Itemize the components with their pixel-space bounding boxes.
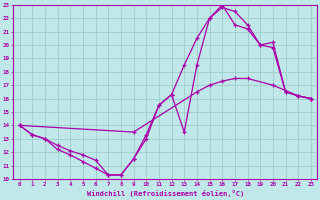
X-axis label: Windchill (Refroidissement éolien,°C): Windchill (Refroidissement éolien,°C) — [87, 190, 244, 197]
